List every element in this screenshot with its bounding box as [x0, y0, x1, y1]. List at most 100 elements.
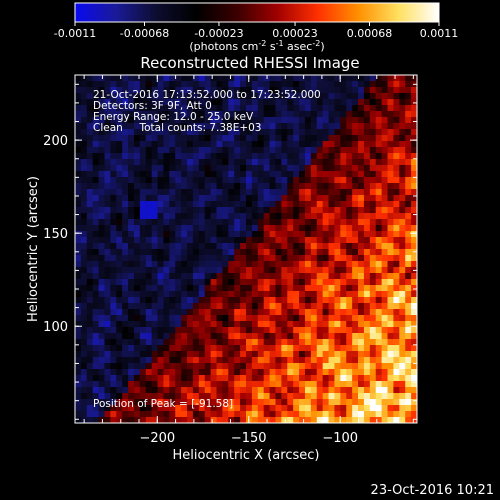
heatmap-cell	[322, 213, 330, 220]
heatmap-cell	[145, 261, 153, 268]
heatmap-cell	[86, 249, 94, 256]
heatmap-cell	[334, 147, 341, 154]
heatmap-cell	[175, 159, 182, 166]
heatmap-cell	[75, 351, 82, 358]
heatmap-cell	[405, 93, 412, 100]
heatmap-cell	[328, 273, 335, 280]
heatmap-cell	[411, 165, 417, 172]
heatmap-cell	[234, 189, 241, 196]
heatmap-cell	[263, 141, 271, 148]
heatmap-cell	[310, 315, 318, 322]
heatmap-cell	[299, 165, 306, 172]
x-axis-label: Heliocentric X (arcsec)	[173, 448, 320, 463]
heatmap-cell	[287, 141, 294, 148]
heatmap-cell	[157, 321, 164, 328]
heatmap-cell	[133, 231, 141, 238]
heatmap-cell	[210, 339, 218, 346]
heatmap-cell	[175, 387, 182, 394]
heatmap-cell	[151, 177, 159, 184]
heatmap-cell	[192, 165, 200, 172]
heatmap-cell	[133, 129, 141, 136]
heatmap-cell	[145, 333, 153, 340]
heatmap-cell	[240, 231, 247, 238]
heatmap-cell	[192, 387, 200, 394]
heatmap-cell	[210, 273, 218, 280]
heatmap-cell	[163, 201, 170, 208]
heatmap-cell	[310, 411, 318, 418]
heatmap-cell	[240, 363, 247, 370]
heatmap-cell	[169, 171, 176, 178]
heatmap-cell	[340, 177, 347, 184]
heatmap-cell	[393, 309, 400, 316]
heatmap-cell	[352, 141, 359, 148]
heatmap-cell	[405, 123, 412, 130]
heatmap-cell	[169, 75, 176, 82]
heatmap-cell	[116, 135, 123, 142]
heatmap-cell	[104, 363, 111, 370]
heatmap-cell	[257, 75, 265, 82]
heatmap-cell	[263, 393, 271, 400]
heatmap-cell	[369, 213, 377, 220]
heatmap-cell	[86, 171, 94, 178]
heatmap-cell	[275, 87, 282, 94]
heatmap-cell	[122, 333, 129, 340]
heatmap-cell	[387, 255, 394, 262]
heatmap-cell	[145, 303, 153, 310]
heatmap-cell	[145, 141, 153, 148]
heatmap-cell	[375, 279, 383, 286]
heatmap-cell	[346, 297, 353, 304]
heatmap-cell	[322, 381, 330, 388]
heatmap-cell	[192, 219, 200, 226]
heatmap-cell	[381, 297, 389, 304]
heatmap-cell	[257, 321, 265, 328]
heatmap-cell	[246, 207, 253, 214]
heatmap-cell	[210, 303, 218, 310]
heatmap-cell	[222, 141, 229, 148]
heatmap-cell	[269, 231, 276, 238]
heatmap-cell	[352, 195, 359, 202]
heatmap-cell	[216, 321, 223, 328]
heatmap-cell	[287, 243, 294, 250]
heatmap-cell	[139, 219, 147, 226]
heatmap-cell	[210, 387, 218, 394]
heatmap-cell	[163, 363, 170, 370]
heatmap-cell	[198, 321, 206, 328]
heatmap-cell	[151, 81, 159, 88]
heatmap-cell	[393, 105, 400, 112]
heatmap-cell	[358, 129, 365, 136]
heatmap-cell	[269, 237, 276, 244]
heatmap-cell	[375, 315, 383, 322]
heatmap-cell	[128, 357, 135, 364]
heatmap-cell	[411, 417, 417, 423]
heatmap-cell	[198, 183, 206, 190]
heatmap-cell	[246, 153, 253, 160]
heatmap-cell	[281, 111, 288, 118]
heatmap-cell	[293, 219, 300, 226]
heatmap-cell	[139, 279, 147, 286]
heatmap-cell	[216, 297, 223, 304]
heatmap-cell	[387, 387, 394, 394]
heatmap-cell	[98, 213, 105, 220]
heatmap-cell	[240, 195, 247, 202]
heatmap-cell	[316, 303, 324, 310]
heatmap-cell	[375, 165, 383, 172]
heatmap-cell	[234, 291, 241, 298]
heatmap-cell	[86, 99, 94, 106]
heatmap-cell	[340, 135, 347, 142]
heatmap-cell	[75, 381, 82, 388]
heatmap-cell	[116, 357, 123, 364]
heatmap-cell	[86, 111, 94, 118]
heatmap-cell	[192, 333, 200, 340]
heatmap-cell	[163, 243, 170, 250]
heatmap-cell	[157, 183, 164, 190]
heatmap-cell	[246, 123, 253, 130]
heatmap-cell	[234, 381, 241, 388]
heatmap-cell	[122, 111, 129, 118]
heatmap-cell	[104, 195, 111, 202]
heatmap-cell	[228, 99, 235, 106]
heatmap-cell	[346, 81, 353, 88]
heatmap-cell	[287, 303, 294, 310]
heatmap-cell	[222, 231, 229, 238]
heatmap-cell	[322, 249, 330, 256]
heatmap-cell	[204, 279, 212, 286]
